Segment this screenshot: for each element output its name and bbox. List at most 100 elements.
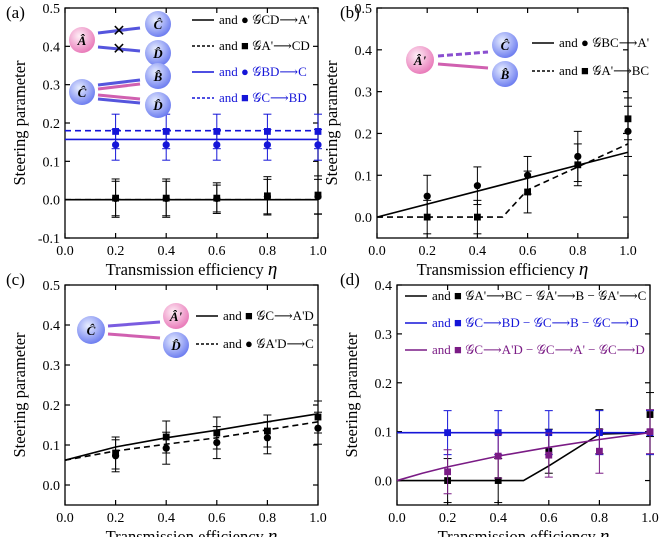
panel-c-legend-label-0: and ■ 𝒢C⟶A'D <box>223 308 314 323</box>
panel-a-ytick-label: 0.3 <box>43 79 61 94</box>
panel-a-legend-label-3: and ■ 𝒢C⟶BD <box>219 90 307 105</box>
panel-label-b: (b) <box>340 3 360 22</box>
panel-a-plot: 0.0 0.2 0.4 0.6 0.8 1.0-0.10.00.10.20.30.40.5… <box>10 2 327 280</box>
panel-a-ytick-label: 0.2 <box>43 117 61 132</box>
panel-b-series-1-theory-line <box>377 143 629 218</box>
bubble-c1: Ĉ <box>77 316 105 344</box>
panel-a-xtick-label: 0.8 <box>259 244 277 259</box>
legend-c: and ■ 𝒢C⟶A'D and ● 𝒢A'D⟶C <box>196 308 314 351</box>
panel-c-series-1-point <box>263 434 271 442</box>
panel-b-ylabel: Steering parameter <box>322 60 341 186</box>
panel-d: (d) 0.0 0.2 0.4 0.6 0.8 1.00.00.10.20.30.4Tra… <box>340 270 659 537</box>
panel-b-plot: 0.0 0.2 0.4 0.6 0.8 1.0 0.0 0.1 0.2 0.3 0.4 0.5 Tran… <box>322 2 637 280</box>
panel-d-ytick-label: 0.1 <box>375 426 393 441</box>
arrow-c2 <box>107 332 161 340</box>
arrow-b1 <box>437 50 489 58</box>
panel-b-series-1-point <box>423 213 431 221</box>
panel-a-series-1-point <box>264 192 271 200</box>
panel-a-ytick-label: 0.0 <box>43 194 61 209</box>
panel-c-xtick-label: 0.0 <box>56 511 74 526</box>
panel-c-series-0-theory-line <box>64 413 319 461</box>
panel-a-legend-label-2: and ● 𝒢BD⟶C <box>219 64 307 79</box>
bubble-a2: Ĉ <box>145 11 171 37</box>
bubble-b2: Ĉ <box>492 32 518 58</box>
panel-b-series-0-theory-line <box>376 151 629 218</box>
panel-c-plot: 0.0 0.2 0.4 0.6 0.8 1.0 0.0 0.1 0.2 0.3 0.4 0.5 Tran… <box>10 279 327 537</box>
cross-icon-1: ✕ <box>112 23 125 40</box>
panel-a-xlabel-symbol: η <box>268 259 277 280</box>
panel-b-ytick-label: 0.4 <box>355 44 373 59</box>
panel-a-xtick-label: 0.2 <box>107 244 125 259</box>
panel-d-ytick-label: 0.2 <box>375 377 393 392</box>
panel-c-xtick-label: 0.4 <box>157 511 175 526</box>
panel-b-inset: Â' Ĉ B̂ <box>406 32 518 87</box>
panel-b-ytick-label: 0.3 <box>355 86 373 101</box>
panel-c-inset: Ĉ Â' D̂ <box>77 303 189 358</box>
panel-c-xlabel-symbol: η <box>268 526 277 537</box>
panel-c-ytick-label: 0.4 <box>43 319 61 334</box>
panel-d-series-2-theory-line <box>396 431 651 482</box>
panel-a-series-3-point <box>162 128 170 135</box>
bubble-c2-label: Â' <box>169 309 183 324</box>
panel-c-series-1-point <box>162 444 170 452</box>
panel-a-legend-label-0: and ● 𝒢CD⟶A' <box>219 12 310 27</box>
panel-b-xtick-label: 0.4 <box>469 244 487 259</box>
panel-d-ylabel: Steering parameter <box>342 332 361 458</box>
panel-a-ytick-label: -0.1 <box>38 232 60 247</box>
panel-d-series-0-theory-line <box>397 431 651 482</box>
panel-d-xtick-label: 0.0 <box>388 511 406 526</box>
bubble-b1-label: Â' <box>413 53 427 68</box>
panel-b-xtick-label: 0.0 <box>368 244 386 259</box>
panel-label-d: (d) <box>340 270 360 289</box>
bubble-b3-label: B̂ <box>500 67 510 82</box>
panel-d-xtick-label: 0.6 <box>540 511 558 526</box>
bubble-b2-label: Ĉ <box>501 38 510 53</box>
bubble-c2: Â' <box>163 303 189 329</box>
bubble-a1-label: Â <box>77 33 87 48</box>
panel-b-ytick-label: 0.1 <box>355 169 373 184</box>
bubble-a6-label: D̂ <box>152 98 163 113</box>
panel-c-series-1-point <box>213 439 221 447</box>
panel-b-series-1-point <box>474 213 481 221</box>
bubble-a2-label: Ĉ <box>154 17 163 32</box>
panel-b-series-0-point <box>473 182 481 190</box>
panel-d-series-2-point <box>494 452 502 460</box>
panel-c-ytick-label: 0.2 <box>43 399 61 414</box>
bubble-a6: D̂ <box>145 92 171 118</box>
bubble-a4-label: Ĉ <box>78 85 87 100</box>
panel-a-series-3-point <box>112 128 119 135</box>
panel-a-series-3-point <box>264 128 271 135</box>
panel-b-legend-label-0: and ● 𝒢BC⟶A' <box>559 35 649 50</box>
panel-b-legend-label-1: and ■ 𝒢A'⟶BC <box>559 63 649 78</box>
panel-c-xtick-label: 0.8 <box>259 511 277 526</box>
panel-a-legend-label-1: and ■ 𝒢A'⟶CD <box>219 38 310 53</box>
panel-a-series-3-point <box>314 128 322 135</box>
panel-c-legend-label-1: and ● 𝒢A'D⟶C <box>223 336 314 351</box>
panel-a-xlabel: Transmission efficiency η <box>106 259 278 280</box>
bubble-c3-label: D̂ <box>170 338 181 353</box>
panel-c-ylabel: Steering parameter <box>10 332 29 458</box>
panel-a-xtick-label: 1.0 <box>309 244 327 259</box>
panel-d-series-2-point <box>646 428 654 436</box>
panel-c-xtick-label: 1.0 <box>309 511 327 526</box>
panel-a-series-1-point <box>112 194 119 202</box>
panel-d-series-1-point <box>444 429 451 437</box>
panel-c-axes-frame <box>64 284 319 506</box>
panel-d-series-1-point <box>494 429 502 437</box>
panel-a-ytick-label: 0.5 <box>43 2 61 17</box>
panel-c-xtick-label: 0.6 <box>208 511 226 526</box>
arrow-c1 <box>107 320 161 328</box>
panel-d-legend-label-2: and ■ 𝒢C⟶A'D − 𝒢C⟶A' − 𝒢C⟶D <box>432 342 645 357</box>
panel-c-series-1-point <box>112 452 120 460</box>
arrow-b2 <box>437 62 489 70</box>
panel-label-a: (a) <box>6 3 25 22</box>
panel-d-plot: 0.0 0.2 0.4 0.6 0.8 1.00.00.10.20.30.4Transmi… <box>342 279 659 537</box>
panel-b-series-0-point <box>423 192 431 200</box>
panel-c: (c) 0.0 0.2 0.4 0.6 0.8 1.0 0.0 0.1 0.2 0.3 0.4 0.5… <box>6 270 327 537</box>
arrows-a: ✕ ✕ <box>97 23 141 105</box>
panel-c-ytick-label: 0.0 <box>43 479 61 494</box>
panel-b-series-1-point <box>524 188 531 196</box>
bubble-a5: B̂ <box>145 63 171 89</box>
panel-b-ytick-label: 0.2 <box>355 127 373 142</box>
